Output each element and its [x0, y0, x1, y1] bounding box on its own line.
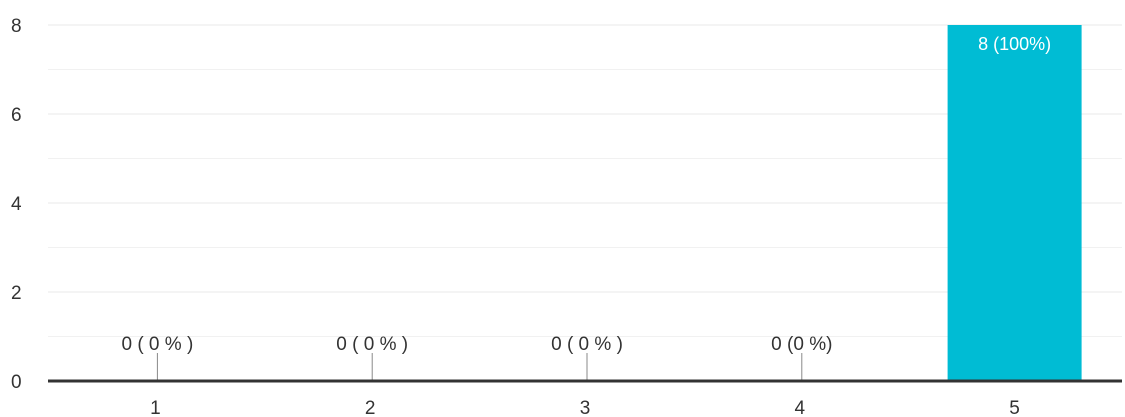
y-tick-label-2: 2 — [11, 283, 22, 304]
y-tick-label-8: 8 — [11, 16, 22, 37]
x-tick-label-5: 5 — [1009, 398, 1020, 417]
bar-5 — [947, 25, 1082, 381]
x-tick-label-1: 1 — [150, 398, 161, 417]
y-tick-label-6: 6 — [11, 105, 22, 126]
x-tick-label-2: 2 — [365, 398, 376, 417]
data-label-2: 0 ( 0 % ) — [336, 334, 408, 355]
x-tick-label-3: 3 — [580, 398, 591, 417]
x-tick-label-4: 4 — [795, 398, 806, 417]
data-label-1: 0 ( 0 % ) — [121, 334, 193, 355]
data-label-5: 8 (100%) — [978, 34, 1051, 54]
data-label-4: 0 (0 %) — [771, 334, 832, 355]
y-tick-label-0: 0 — [11, 372, 22, 393]
data-label-3: 0 ( 0 % ) — [551, 334, 623, 355]
y-tick-label-4: 4 — [11, 194, 22, 215]
